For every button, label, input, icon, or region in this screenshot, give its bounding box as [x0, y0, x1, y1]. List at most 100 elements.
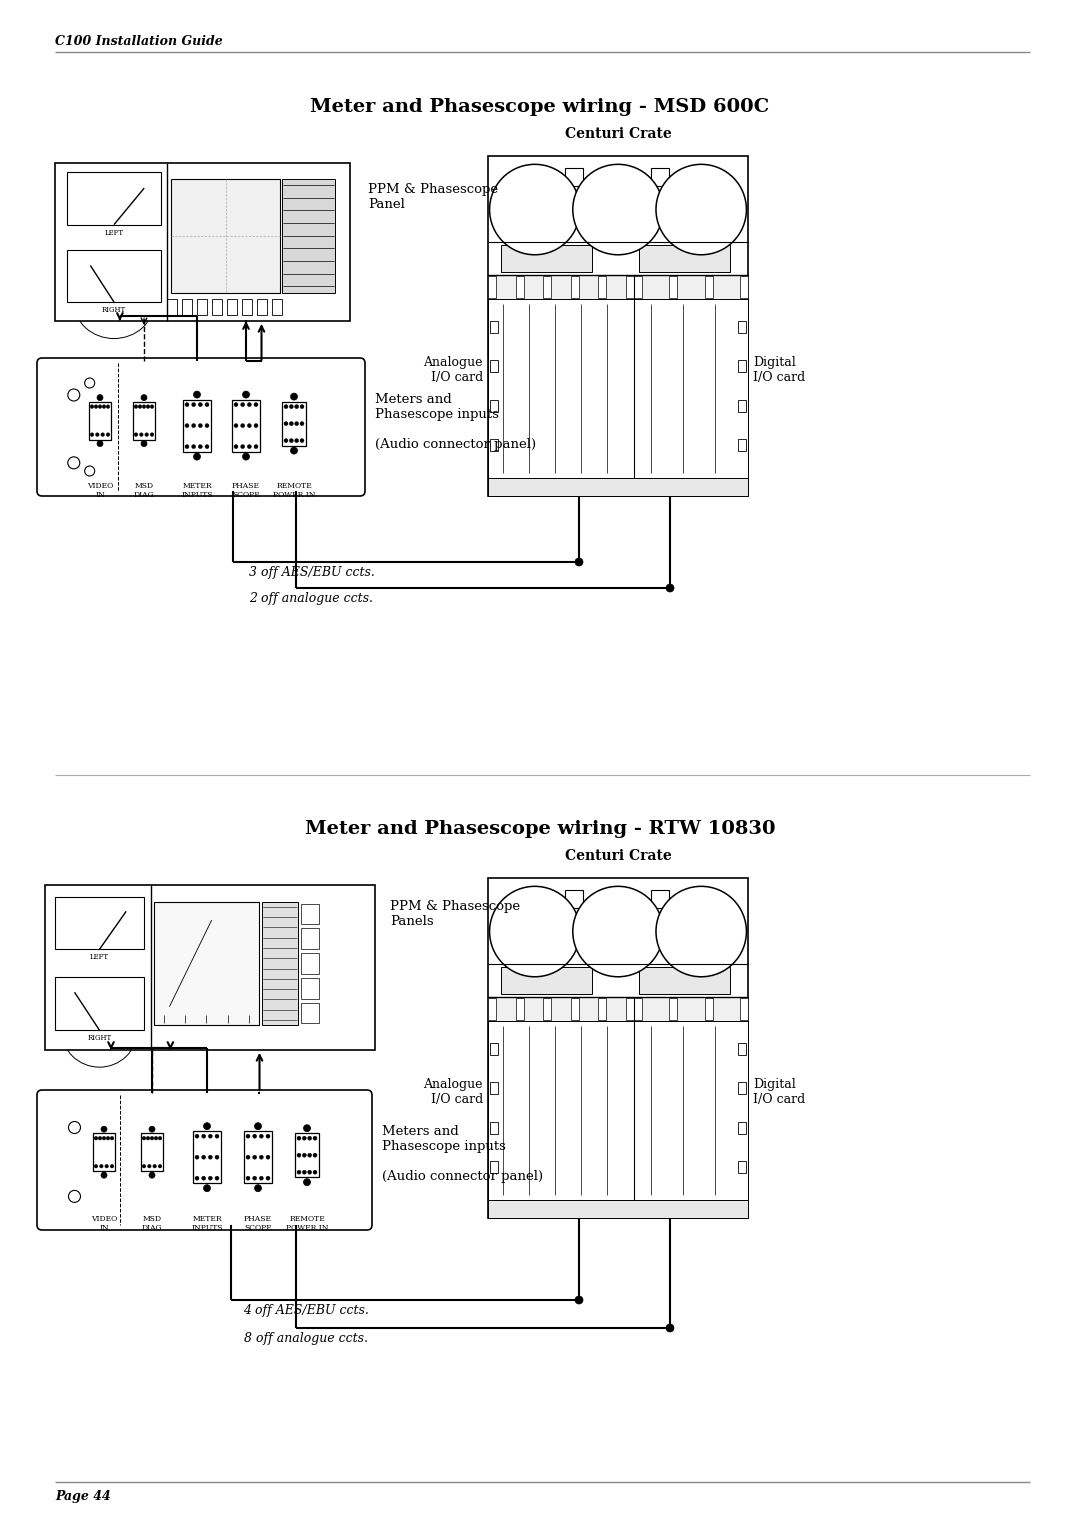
Bar — [704, 276, 713, 298]
Text: PHASE
SCOPE: PHASE SCOPE — [244, 1214, 272, 1232]
Circle shape — [259, 1156, 264, 1159]
Circle shape — [153, 1165, 157, 1168]
Circle shape — [313, 1136, 318, 1141]
Circle shape — [149, 1173, 156, 1179]
Bar — [740, 999, 748, 1020]
FancyBboxPatch shape — [37, 357, 365, 496]
Text: Meter and Phasescope wiring - RTW 10830: Meter and Phasescope wiring - RTW 10830 — [305, 820, 775, 838]
Circle shape — [195, 1156, 199, 1159]
Circle shape — [297, 1153, 301, 1157]
Circle shape — [297, 1170, 301, 1174]
Circle shape — [191, 444, 195, 449]
Bar — [565, 890, 583, 907]
Bar — [738, 1122, 746, 1133]
Circle shape — [666, 1324, 674, 1332]
Circle shape — [253, 1135, 257, 1138]
Circle shape — [289, 421, 294, 426]
Bar — [89, 402, 111, 440]
Circle shape — [193, 391, 201, 399]
Bar — [634, 276, 642, 298]
Bar — [488, 997, 634, 1022]
Circle shape — [289, 438, 294, 443]
Circle shape — [241, 444, 245, 449]
Circle shape — [247, 403, 252, 406]
Bar — [55, 896, 144, 950]
Bar — [193, 1132, 221, 1183]
Bar — [738, 321, 746, 333]
Circle shape — [295, 438, 299, 443]
Text: Page 44: Page 44 — [55, 1490, 111, 1503]
Circle shape — [234, 403, 238, 406]
Circle shape — [295, 405, 299, 409]
Circle shape — [199, 403, 202, 406]
Circle shape — [255, 1185, 261, 1191]
Text: PPM & Phasescope
Panels: PPM & Phasescope Panels — [390, 899, 521, 928]
Text: VIDEO
IN: VIDEO IN — [86, 483, 113, 499]
Bar — [543, 999, 551, 1020]
Circle shape — [202, 1176, 205, 1180]
Text: METER
INPUTS: METER INPUTS — [181, 483, 213, 499]
Circle shape — [489, 165, 580, 255]
Bar — [488, 1022, 634, 1200]
FancyBboxPatch shape — [37, 1090, 372, 1231]
Circle shape — [185, 403, 189, 406]
Bar — [212, 299, 222, 315]
Circle shape — [146, 1136, 150, 1141]
Circle shape — [158, 1136, 162, 1141]
Text: 8 off analogue ccts.: 8 off analogue ccts. — [243, 1332, 367, 1345]
Circle shape — [106, 405, 110, 408]
Circle shape — [106, 432, 110, 437]
Text: MSD
DIAG: MSD DIAG — [141, 1214, 162, 1232]
Circle shape — [141, 441, 147, 446]
Circle shape — [134, 405, 138, 408]
Bar — [490, 1043, 498, 1055]
Bar — [295, 1133, 319, 1177]
Circle shape — [191, 423, 195, 428]
Bar — [301, 904, 319, 924]
Circle shape — [199, 444, 202, 449]
Circle shape — [145, 432, 148, 437]
Circle shape — [203, 1122, 211, 1130]
Bar — [704, 999, 713, 1020]
Bar — [133, 402, 156, 440]
Circle shape — [246, 1135, 249, 1138]
Circle shape — [91, 432, 94, 437]
Bar — [301, 977, 319, 999]
Circle shape — [234, 444, 238, 449]
Circle shape — [103, 1136, 106, 1141]
Circle shape — [284, 405, 288, 409]
Bar — [650, 921, 663, 931]
Bar — [638, 244, 730, 272]
Bar — [490, 360, 498, 373]
Bar — [738, 438, 746, 450]
Circle shape — [94, 405, 98, 408]
Bar — [488, 1200, 748, 1219]
Circle shape — [575, 557, 583, 567]
Circle shape — [246, 1156, 249, 1159]
Circle shape — [102, 1127, 107, 1132]
Bar — [45, 886, 375, 1051]
Text: RIGHT: RIGHT — [102, 305, 126, 315]
Circle shape — [266, 1135, 270, 1138]
Circle shape — [110, 1136, 113, 1141]
Bar — [565, 921, 578, 931]
Circle shape — [195, 1135, 199, 1138]
Text: MSD
DIAG: MSD DIAG — [134, 483, 154, 499]
Circle shape — [94, 1136, 98, 1141]
Bar — [171, 179, 280, 293]
Circle shape — [68, 1121, 81, 1133]
Circle shape — [266, 1176, 270, 1180]
Circle shape — [143, 1165, 146, 1168]
Circle shape — [98, 1136, 102, 1141]
Circle shape — [253, 1176, 257, 1180]
Circle shape — [146, 405, 150, 408]
Text: VIDEO
IN: VIDEO IN — [91, 1214, 117, 1232]
Text: Digital
I/O card: Digital I/O card — [753, 1078, 806, 1106]
Circle shape — [84, 379, 95, 388]
Text: LEFT: LEFT — [105, 229, 123, 237]
Circle shape — [185, 423, 189, 428]
Bar — [625, 276, 634, 298]
Circle shape — [205, 423, 210, 428]
Circle shape — [308, 1170, 312, 1174]
Circle shape — [303, 1125, 311, 1132]
